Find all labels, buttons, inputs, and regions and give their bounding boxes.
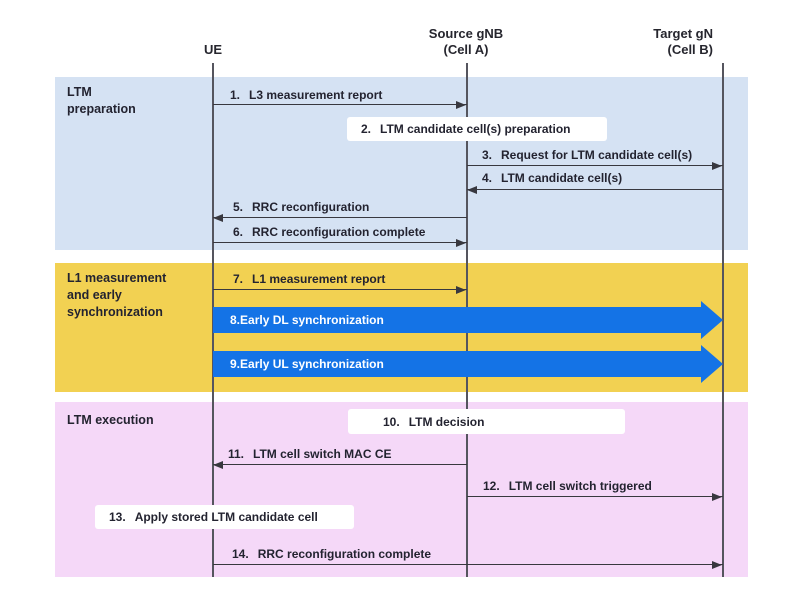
- message-text: Apply stored LTM candidate cell: [134, 510, 318, 524]
- message-9-arrowhead-icon: [701, 345, 723, 383]
- actor-header-target-gnb: Target gN (Cell B): [593, 26, 713, 58]
- message-4-label: 4. LTM candidate cell(s): [482, 171, 622, 185]
- message-4-line: [467, 189, 723, 190]
- phase-label-line: L1 measurement: [67, 271, 167, 285]
- message-6-arrowhead-icon: [456, 239, 466, 247]
- message-11-arrowhead-icon: [213, 461, 223, 469]
- message-14-label: 14. RRC reconfiguration complete: [232, 547, 431, 561]
- actor-cell: (Cell B): [667, 42, 714, 57]
- phase-label-l1-measurement: L1 measurement and early synchronization: [67, 270, 166, 321]
- phase-label-line: and early: [67, 288, 122, 302]
- message-11-label: 11. LTM cell switch MAC CE: [228, 447, 392, 461]
- message-6-label: 6. RRC reconfiguration complete: [233, 225, 425, 239]
- message-text: LTM candidate cell(s): [501, 171, 623, 185]
- message-text: RRC reconfiguration complete: [257, 547, 432, 561]
- message-5-arrowhead-icon: [213, 214, 223, 222]
- message-7-label: 7. L1 measurement report: [233, 272, 385, 286]
- message-text: L3 measurement report: [249, 88, 383, 102]
- message-text: RRC reconfiguration complete: [252, 225, 426, 239]
- phase-label-line: preparation: [67, 102, 136, 116]
- message-14-line: [213, 564, 723, 565]
- message-14-arrowhead-icon: [712, 561, 722, 569]
- message-number: 4.: [482, 171, 493, 185]
- message-number: 11.: [228, 447, 245, 461]
- message-9-sync-arrow: 9. Early UL synchronization: [213, 351, 701, 377]
- message-number: 12.: [483, 479, 500, 493]
- message-1-arrowhead-icon: [456, 101, 466, 109]
- phase-band-ltm-preparation: LTM preparation: [55, 77, 748, 250]
- message-10-note: 10. LTM decision: [348, 409, 625, 434]
- message-text: LTM cell switch triggered: [508, 479, 652, 493]
- message-number: 7.: [233, 272, 244, 286]
- message-number: 3.: [482, 148, 493, 162]
- phase-label-ltm-preparation: LTM preparation: [67, 84, 136, 118]
- message-number: 6.: [233, 225, 244, 239]
- message-number: 14.: [232, 547, 249, 561]
- message-3-label: 3. Request for LTM candidate cell(s): [482, 148, 692, 162]
- actor-name: UE: [203, 42, 223, 57]
- message-8-sync-arrow: 8. Early DL synchronization: [213, 307, 701, 333]
- message-5-label: 5. RRC reconfiguration: [233, 200, 369, 214]
- message-12-arrowhead-icon: [712, 493, 722, 501]
- actor-name: Target gN: [653, 26, 713, 41]
- lifeline-ue: [212, 63, 214, 577]
- message-text: L1 measurement report: [252, 272, 386, 286]
- message-number: 8.: [230, 313, 241, 327]
- message-number: 10.: [383, 414, 400, 429]
- phase-label-ltm-execution: LTM execution: [67, 412, 154, 429]
- message-number: 2.: [361, 122, 372, 136]
- phase-label-line: LTM: [67, 85, 92, 99]
- message-text: Early UL synchronization: [240, 357, 384, 371]
- actor-header-source-gnb: Source gNB (Cell A): [406, 26, 526, 58]
- message-5-line: [213, 217, 467, 218]
- message-number: 9.: [230, 357, 241, 371]
- message-3-arrowhead-icon: [712, 162, 722, 170]
- message-number: 1.: [230, 88, 241, 102]
- actor-cell: (Cell A): [443, 42, 489, 57]
- message-3-line: [467, 165, 723, 166]
- message-8-arrowhead-icon: [701, 301, 723, 339]
- message-text: LTM decision: [408, 414, 485, 429]
- message-text: LTM candidate cell(s) preparation: [380, 122, 571, 136]
- message-13-note: 13. Apply stored LTM candidate cell: [95, 505, 354, 529]
- message-2-note: 2. LTM candidate cell(s) preparation: [347, 117, 607, 141]
- message-1-line: [213, 104, 467, 105]
- message-text: Early DL synchronization: [240, 313, 384, 327]
- message-1-label: 1. L3 measurement report: [230, 88, 382, 102]
- message-text: LTM cell switch MAC CE: [253, 447, 392, 461]
- phase-label-line: LTM execution: [67, 413, 154, 427]
- message-number: 5.: [233, 200, 244, 214]
- actor-name: Source gNB: [428, 26, 504, 41]
- message-12-label: 12. LTM cell switch triggered: [483, 479, 652, 493]
- message-7-arrowhead-icon: [456, 286, 466, 294]
- phase-label-line: synchronization: [67, 305, 163, 319]
- message-number: 13.: [109, 510, 126, 524]
- message-7-line: [213, 289, 467, 290]
- actor-header-ue: UE: [163, 42, 263, 58]
- message-12-line: [467, 496, 723, 497]
- message-11-line: [213, 464, 467, 465]
- message-text: Request for LTM candidate cell(s): [501, 148, 693, 162]
- message-6-line: [213, 242, 467, 243]
- message-4-arrowhead-icon: [467, 186, 477, 194]
- message-text: RRC reconfiguration: [252, 200, 370, 214]
